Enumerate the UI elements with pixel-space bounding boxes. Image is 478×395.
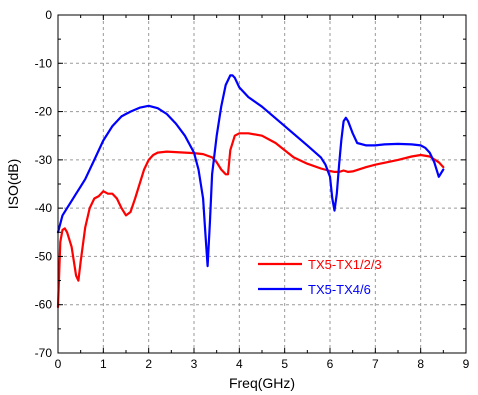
series-line-1 bbox=[56, 132, 445, 309]
series-line-2 bbox=[56, 74, 445, 268]
y-tick-label: -40 bbox=[35, 201, 53, 215]
x-tick-label: 8 bbox=[417, 357, 424, 371]
y-tick-label: -20 bbox=[35, 105, 53, 119]
y-tick-label: 0 bbox=[45, 8, 52, 22]
grid-layer bbox=[58, 15, 466, 353]
x-axis-title: Freq(GHz) bbox=[229, 375, 295, 391]
y-tick-label: -60 bbox=[35, 298, 53, 312]
x-tick-label: 3 bbox=[191, 357, 198, 371]
x-tick-label: 4 bbox=[236, 357, 243, 371]
series-layer bbox=[56, 74, 445, 309]
x-tick-label: 5 bbox=[281, 357, 288, 371]
x-tick-label: 9 bbox=[463, 357, 470, 371]
x-tick-label: 7 bbox=[372, 357, 379, 371]
y-tick-label: -50 bbox=[35, 249, 53, 263]
x-tick-label: 2 bbox=[145, 357, 152, 371]
legend-label-2: TX5-TX4/6 bbox=[308, 282, 371, 297]
y-tick-label: -30 bbox=[35, 153, 53, 167]
x-tick-label: 0 bbox=[55, 357, 62, 371]
legend-label-1: TX5-TX1/2/3 bbox=[308, 257, 382, 272]
legend: TX5-TX1/2/3 TX5-TX4/6 bbox=[258, 257, 382, 297]
x-tick-label: 6 bbox=[327, 357, 334, 371]
y-tick-label: -70 bbox=[35, 346, 53, 360]
x-tick-label: 1 bbox=[100, 357, 107, 371]
tick-layer: 0 1 2 3 4 5 6 7 8 9 0 -10 -20 -30 -40 -50 -60 -70 bbox=[35, 8, 470, 371]
y-tick-label: -10 bbox=[35, 56, 53, 70]
y-axis-title: ISO(dB) bbox=[5, 159, 21, 210]
